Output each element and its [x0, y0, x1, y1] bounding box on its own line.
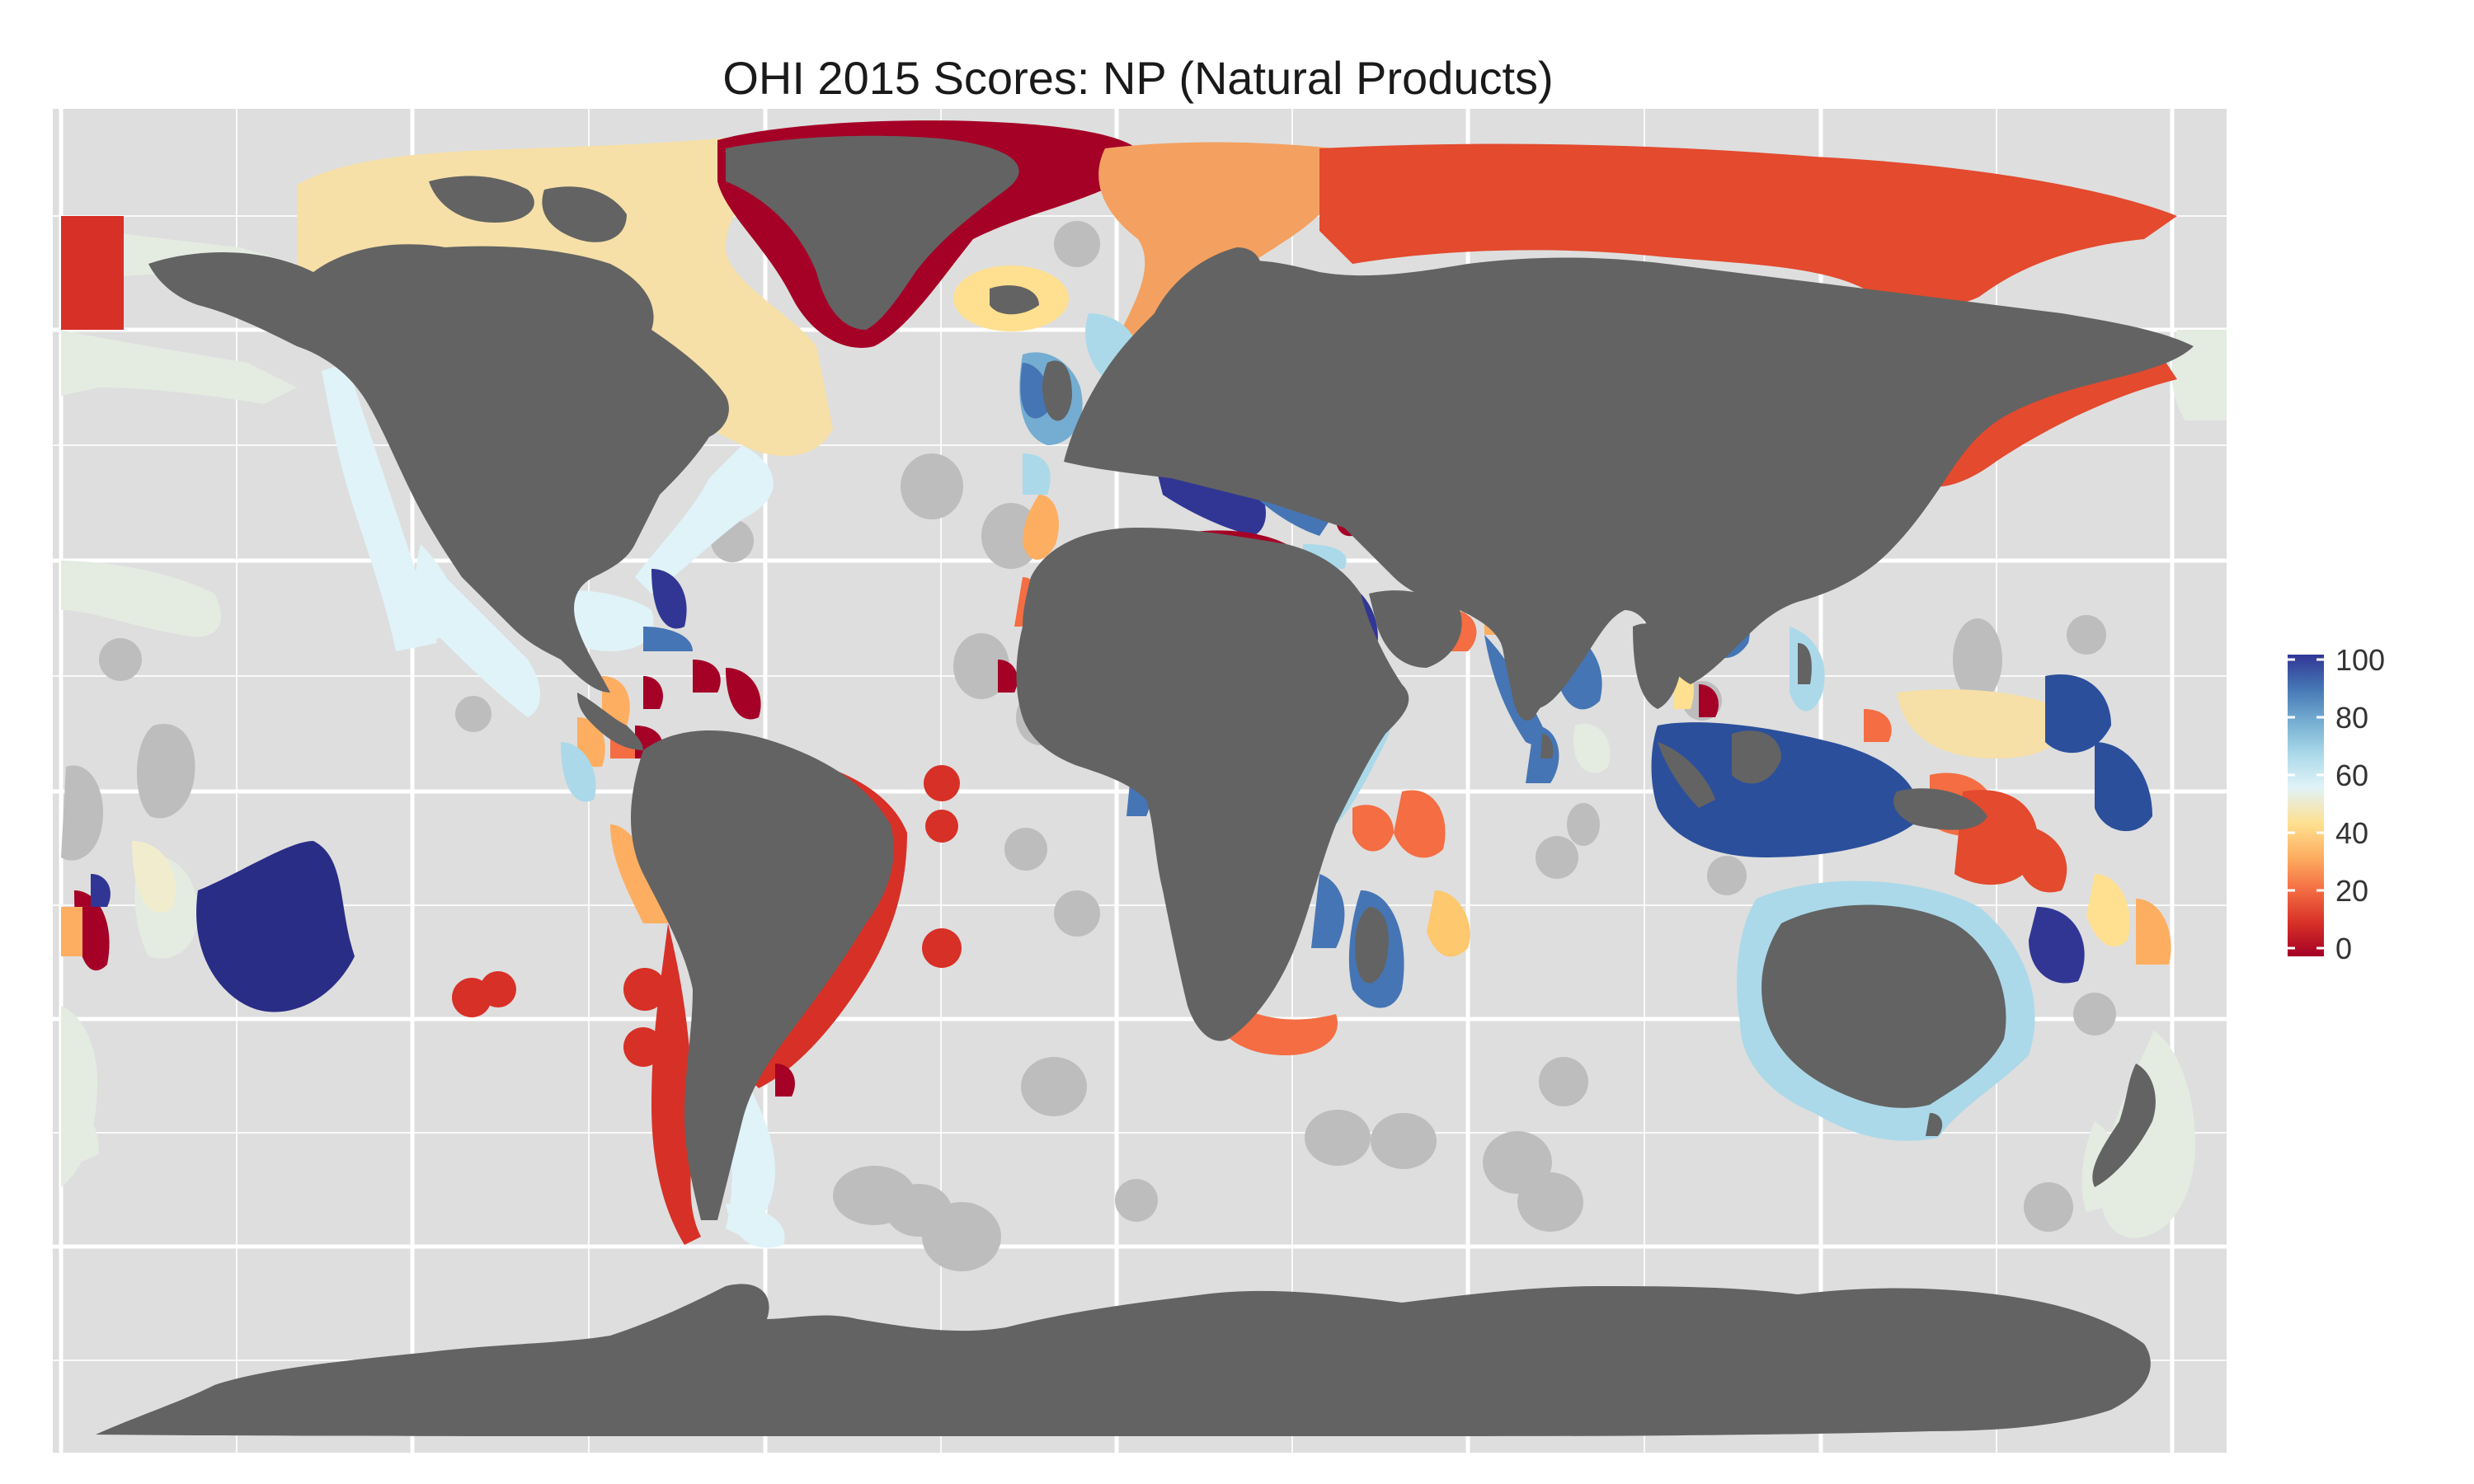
map-title: OHI 2015 Scores: NP (Natural Products) — [722, 52, 1554, 104]
eez-st-peter-paul — [924, 765, 960, 801]
legend-tick-label: 100 — [2335, 643, 2385, 677]
eez-spain-atlantic — [1023, 495, 1059, 560]
eez-indonesia — [1651, 722, 1918, 857]
legend-ticks: 100 80 60 40 20 0 — [2288, 643, 2385, 965]
land-antarctica — [96, 1284, 2151, 1436]
eez-thailand — [1699, 684, 1719, 717]
eez-mauritius — [1427, 890, 1470, 957]
eez-tuvalu — [91, 874, 111, 907]
eez-micronesia — [1897, 689, 2063, 758]
land-central-america — [577, 693, 643, 750]
eez-samoa — [74, 890, 110, 971]
land-scandinavia — [1155, 247, 1263, 346]
eez-trindade — [922, 928, 962, 968]
eez-french-polynesia — [196, 841, 355, 1012]
eez-senegal — [998, 660, 1018, 693]
eez-alaska-west — [61, 216, 124, 330]
eez-palau — [1864, 709, 1892, 742]
eez-solomon — [2012, 824, 2067, 893]
eez-ireland — [1020, 363, 1050, 419]
eez-comoros — [1352, 805, 1394, 852]
land-baffin — [542, 186, 627, 242]
eez-vanuatu — [2029, 907, 2085, 984]
land-madagascar — [1355, 907, 1389, 984]
land-great-britain — [1042, 360, 1072, 421]
legend-tick-label: 40 — [2335, 816, 2368, 850]
eez-marshall — [2045, 674, 2111, 754]
eez-cuba — [643, 627, 693, 651]
eez-honduras — [602, 676, 630, 726]
eez-haiti — [693, 660, 721, 693]
land-greenland — [726, 135, 1019, 330]
land-south-america — [631, 730, 894, 1220]
land-indochina — [1633, 623, 1682, 709]
land-canadian-archipelago — [429, 176, 534, 223]
eez-desventuradas — [623, 1027, 663, 1067]
land-eurasia — [1064, 257, 2194, 709]
eez-bahamas — [651, 569, 687, 629]
land-new-guinea — [1893, 788, 1987, 830]
legend-colorbar — [2288, 655, 2324, 956]
eez-ecuador — [610, 824, 668, 923]
eez-lesser-antilles — [726, 668, 761, 720]
land-india — [1501, 623, 1567, 721]
legend-tick-label: 0 — [2335, 932, 2352, 965]
land-north-america — [148, 244, 729, 693]
land-africa — [1016, 528, 1409, 1041]
land-arabia — [1369, 590, 1462, 668]
legend: 100 80 60 40 20 0 — [2288, 643, 2385, 965]
eez-kiribati-line — [132, 841, 176, 913]
land-masses — [96, 135, 2194, 1436]
land-borneo — [1732, 730, 1781, 784]
eez-us-pacific — [322, 363, 437, 651]
eez-uruguay — [775, 1064, 795, 1097]
eez-chile — [651, 923, 701, 1245]
eez-mexico-pacific — [429, 561, 540, 717]
land-iceland — [990, 285, 1039, 315]
land-australia — [1761, 904, 2006, 1108]
land-sumatra — [1658, 742, 1715, 808]
land-tasmania — [1926, 1113, 1943, 1136]
eez-patagonia — [726, 1204, 785, 1248]
land-japan — [1847, 470, 1884, 555]
eez-cook — [61, 907, 82, 956]
land-sri-lanka — [1540, 734, 1554, 758]
eez-hawaii-line — [415, 544, 462, 643]
eez-sala-y-gomez — [480, 971, 516, 1007]
eez-jamaica — [643, 676, 663, 709]
land-new-zealand — [2092, 1064, 2156, 1187]
eez-norway — [1098, 142, 1336, 349]
legend-tick-label: 80 — [2335, 701, 2368, 735]
eez-mozambique — [1311, 874, 1345, 948]
eez-galapagos — [561, 742, 596, 802]
legend-tick-label: 20 — [2335, 874, 2368, 908]
eez-kiribati — [2095, 742, 2152, 832]
eez-russia-arctic — [1319, 143, 2177, 306]
eez-seychelles — [1394, 790, 1446, 858]
legend-tick-label: 60 — [2335, 758, 2368, 792]
eez-us-east — [635, 445, 774, 594]
eez-portugal — [1023, 453, 1051, 495]
eez-tonga — [2136, 899, 2171, 965]
eez-fernando — [925, 810, 958, 843]
eez-juan-fernandez — [623, 968, 666, 1011]
land-philippines — [1798, 643, 1812, 684]
eez-fiji — [2086, 874, 2130, 947]
